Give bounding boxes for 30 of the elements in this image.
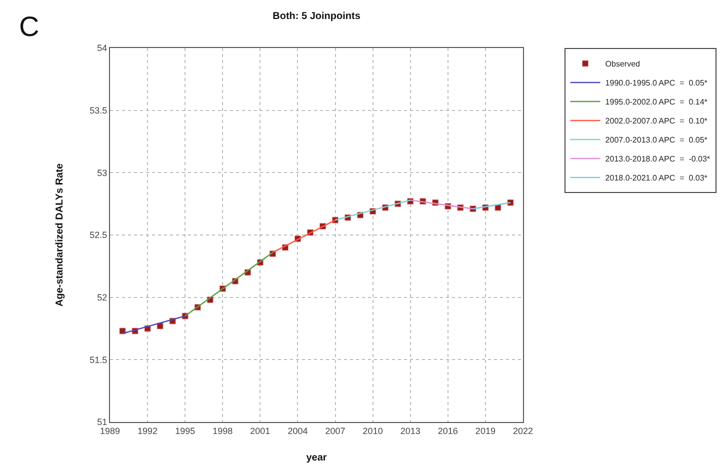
y-tick-label: 54 (97, 43, 108, 54)
x-tick-label: 2007 (325, 426, 346, 436)
legend-label: 2007.0-2013.0 APC = 0.05* (605, 136, 708, 145)
y-tick-label: 53.5 (90, 105, 108, 116)
legend-label: 1995.0-2002.0 APC = 0.14* (605, 98, 708, 107)
x-tick-label: 2013 (400, 426, 420, 436)
legend-label: 2002.0-2007.0 APC = 0.10* (605, 116, 708, 126)
x-tick-label: 1992 (138, 426, 158, 436)
y-tick-label: 52.5 (90, 230, 108, 240)
y-tick-label: 52 (97, 292, 108, 302)
x-tick-label: 1989 (100, 426, 120, 436)
x-tick-label: 1998 (212, 426, 233, 436)
x-axis-title: year (306, 452, 327, 464)
chart-title: Both: 5 Joinpoints (272, 10, 361, 22)
legend-label: 2013.0-2018.0 APC = -0.03* (605, 154, 710, 164)
x-tick-label: 2001 (250, 426, 270, 436)
y-axis-title: Age-standardized DALYs Rate (54, 163, 66, 306)
text: C (19, 11, 40, 42)
x-tick-label: 2004 (288, 426, 308, 436)
legend-label: 1990.0-1995.0 APC = 0.05* (605, 78, 708, 88)
y-tick-label: 53 (97, 168, 108, 178)
x-tick-label: 1995 (175, 426, 196, 436)
x-tick-label: 2016 (438, 426, 458, 436)
x-tick-label: 2022 (512, 426, 534, 436)
y-tick-label: 51.5 (90, 354, 108, 365)
x-tick-label: 2010 (362, 426, 383, 436)
y-tick-label: 51 (97, 417, 108, 428)
legend-label: 2018.0-2021.0 APC = 0.03* (605, 174, 708, 183)
legend-label: Observed (605, 60, 640, 69)
x-tick-label: 2019 (475, 426, 496, 436)
